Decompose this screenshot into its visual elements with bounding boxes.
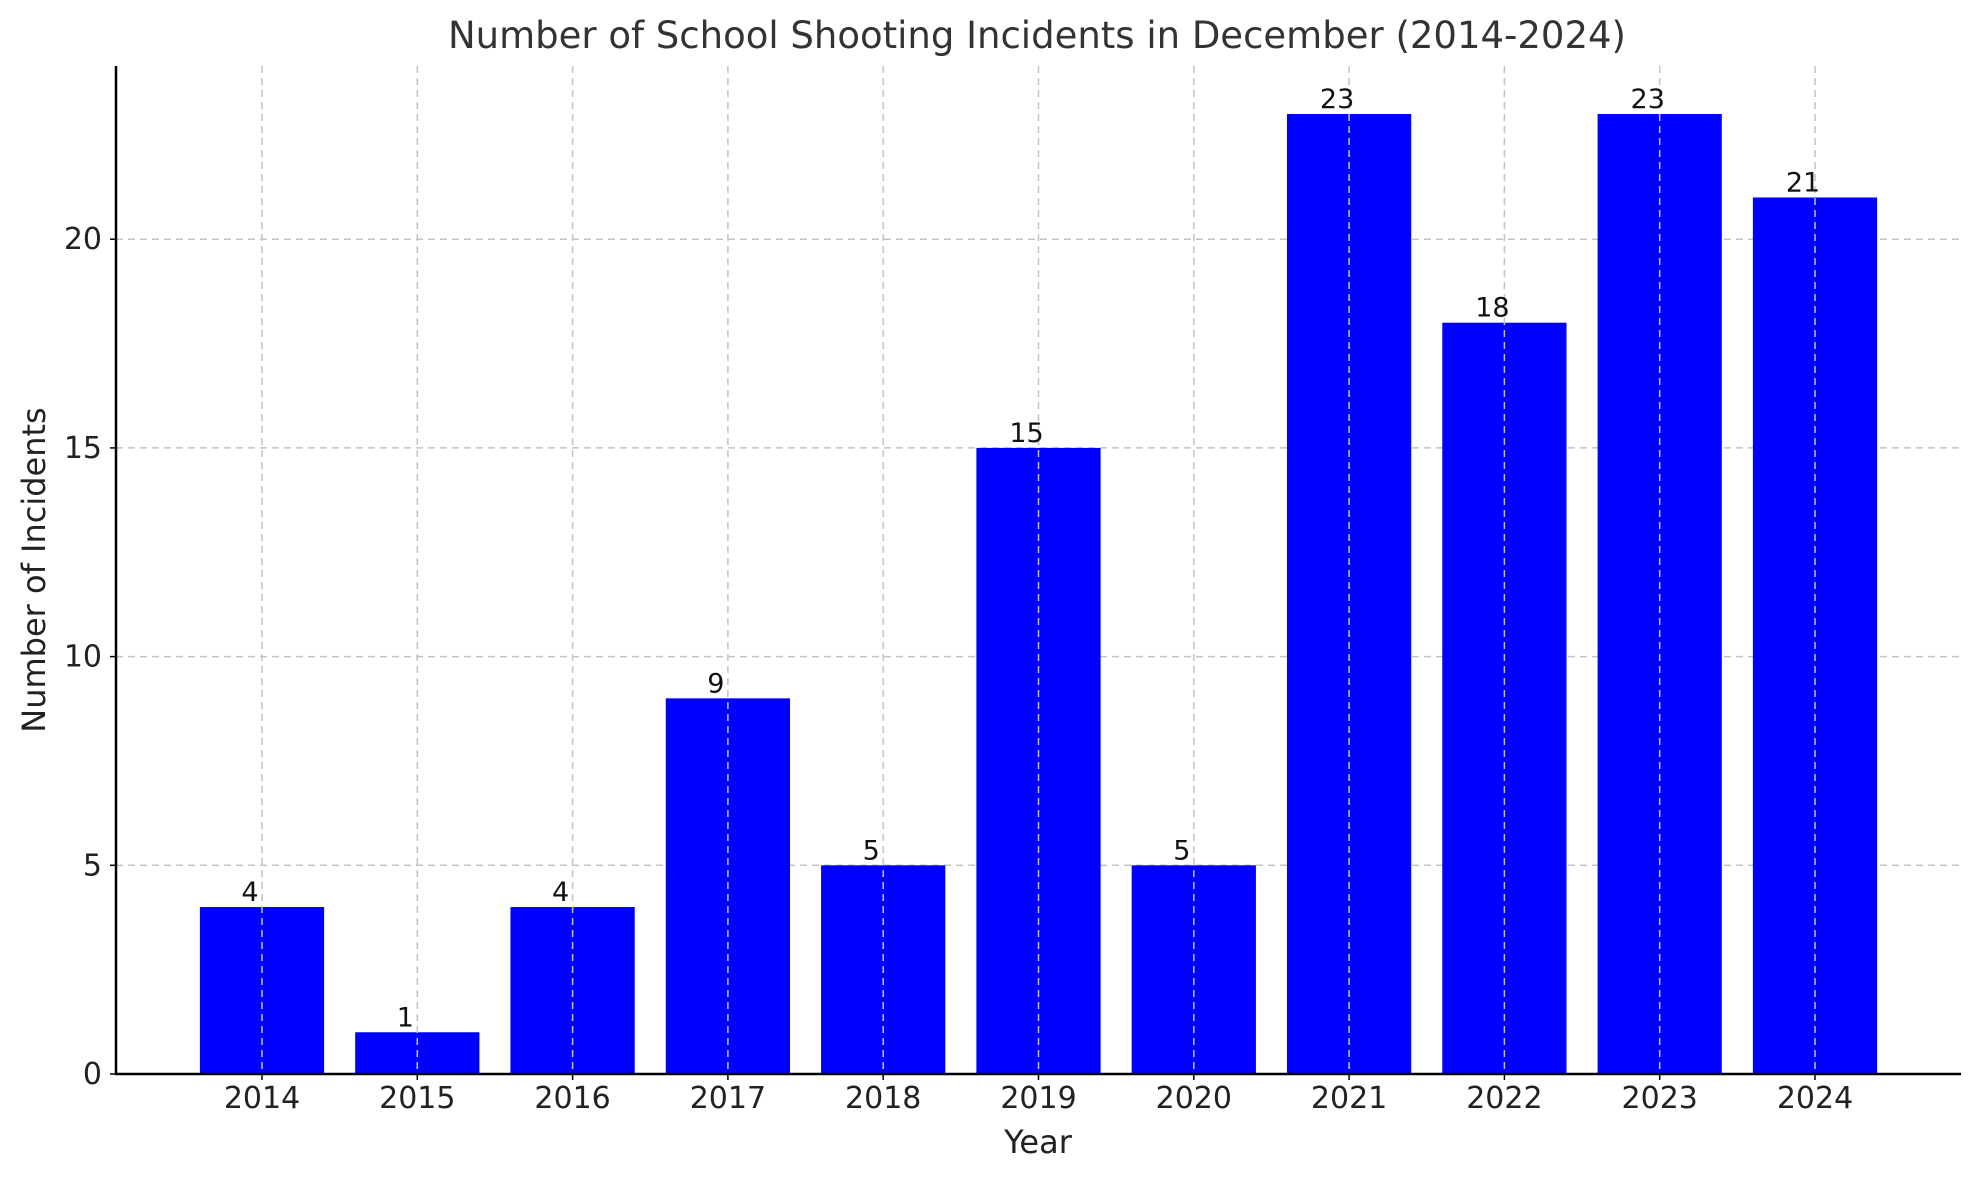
x-tick-label-2019: 2019 [1000,1081,1076,1116]
data-label-2019: 15 [1009,418,1043,449]
data-label-2015: 1 [397,1002,414,1033]
x-tick-label-2017: 2017 [690,1081,766,1116]
data-label-2022: 18 [1475,293,1509,324]
y-tick-label: 15 [64,431,102,466]
data-label-2016: 4 [552,877,569,908]
x-tick-label-2018: 2018 [845,1081,921,1116]
y-tick-label: 0 [83,1057,102,1092]
x-tick-label-2015: 2015 [379,1081,455,1116]
data-label-2024: 21 [1786,167,1820,198]
x-tick-label-2014: 2014 [224,1081,300,1116]
x-tick-label-2021: 2021 [1311,1081,1387,1116]
data-labels: 4 1 4 9 5 15 5 23 18 23 21 [241,66,1820,1074]
x-tick-labels: 2014 2015 2016 2017 2018 2019 2020 2021 2022 2023… [224,1074,1853,1116]
x-tick-label-2023: 2023 [1622,1081,1698,1116]
data-label-2014: 4 [241,877,258,908]
data-label-2017: 9 [707,668,724,699]
x-tick-label-2020: 2020 [1156,1081,1232,1116]
y-tick-label: 5 [83,848,102,883]
data-label-2023: 23 [1631,84,1665,115]
y-axis-label: Number of Incidents [15,407,53,732]
bar-2022 [1442,322,1567,1074]
data-label-2020: 5 [1173,835,1190,866]
y-tick-labels: 0 5 10 15 20 [64,222,116,1092]
x-tick-label-2024: 2024 [1777,1081,1853,1116]
y-tick-label: 20 [64,222,102,257]
y-tick-label: 10 [64,640,102,675]
data-label-2021: 23 [1320,84,1354,115]
x-axis-label: Year [1003,1123,1073,1161]
chart-title: Number of School Shooting Incidents in D… [448,14,1626,57]
x-tick-label-2022: 2022 [1466,1081,1542,1116]
x-tick-label-2016: 2016 [534,1081,610,1116]
data-label-2018: 5 [863,835,880,866]
